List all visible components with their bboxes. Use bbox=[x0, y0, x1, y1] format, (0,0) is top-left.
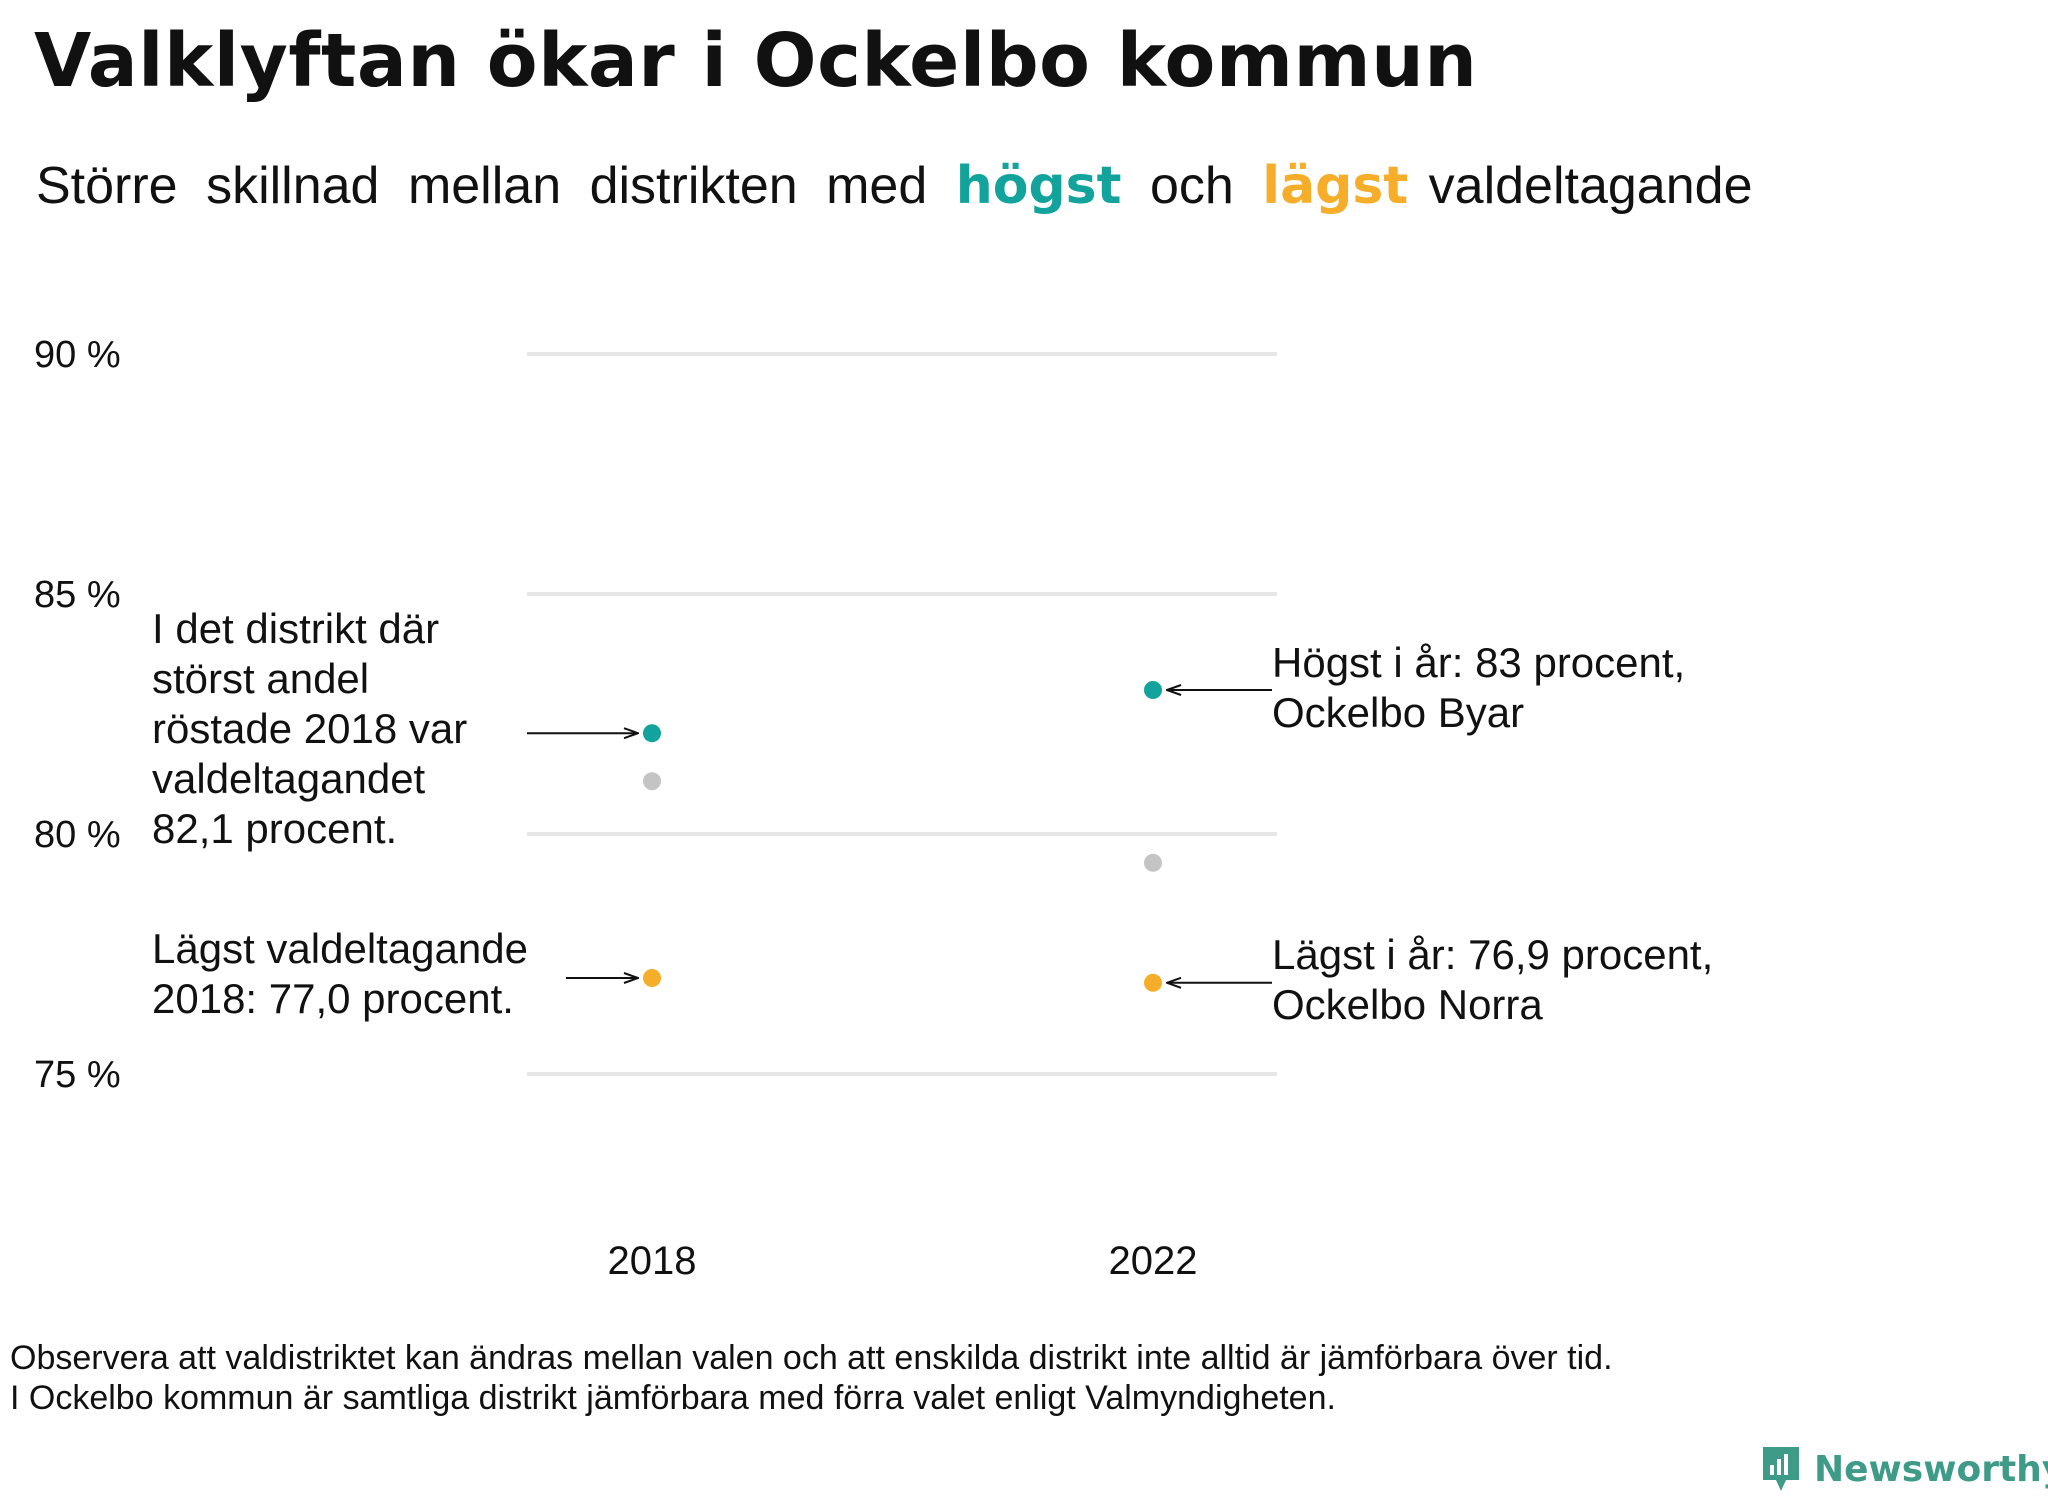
annotation-low-2018: Lägst valdeltagande 2018: 77,0 procent. bbox=[152, 924, 528, 1024]
annotation-line: Ockelbo Norra bbox=[1272, 981, 1543, 1028]
dot-chart: 90 % 85 % 80 % 75 % 2018 2022 bbox=[34, 334, 1277, 1283]
newsworthy-logo-icon bbox=[1763, 1447, 1799, 1491]
annotation-line: 2018: 77,0 procent. bbox=[152, 975, 514, 1022]
subtitle-word: Större bbox=[36, 157, 178, 215]
subtitle-word: mellan bbox=[407, 157, 562, 215]
data-point-low-2022 bbox=[1144, 973, 1162, 992]
data-point-high-2018 bbox=[643, 724, 661, 743]
annotation-line: Lägst i år: 76,9 procent, bbox=[1272, 931, 1714, 978]
data-point-low-2018 bbox=[643, 969, 661, 987]
annotation-line: Högst i år: 83 procent, bbox=[1272, 639, 1686, 686]
footnote-line: Observera att valdistriktet kan ändras m… bbox=[10, 1339, 1613, 1377]
annotation-line: I det distrikt där bbox=[152, 605, 440, 652]
chart-subtitle: Större skillnad mellan distrikten med hö… bbox=[36, 156, 1767, 216]
data-point-high-2022 bbox=[1144, 681, 1162, 699]
subtitle-word: valdeltagande bbox=[1428, 157, 1753, 215]
annotation-line: valdeltagandet bbox=[152, 755, 426, 802]
brand-name: Newsworthy bbox=[1814, 1448, 2048, 1490]
brand-logo: Newsworthy bbox=[1760, 1444, 2048, 1494]
data-point-other-2018 bbox=[643, 772, 661, 791]
annotation-high-2018: I det distrikt där störst andel röstade … bbox=[152, 604, 467, 854]
y-tick-label: 85 % bbox=[34, 574, 121, 616]
data-point-other-2022 bbox=[1144, 853, 1162, 872]
subtitle-highlight-low: lägst bbox=[1262, 156, 1409, 216]
annotation-line: Lägst valdeltagande bbox=[152, 925, 528, 972]
x-tick-label: 2018 bbox=[608, 1239, 697, 1283]
footnote: Observera att valdistriktet kan ändras m… bbox=[10, 1338, 1613, 1418]
subtitle-word: och bbox=[1149, 157, 1234, 215]
annotation-line: röstade 2018 var bbox=[152, 705, 468, 752]
footnote-line: I Ockelbo kommun är samtliga distrikt jä… bbox=[10, 1379, 1336, 1417]
annotation-line: Ockelbo Byar bbox=[1272, 689, 1525, 736]
chart-title: Valklyftan ökar i Ockelbo kommun bbox=[34, 18, 1478, 104]
y-tick-label: 90 % bbox=[34, 334, 121, 376]
x-tick-label: 2022 bbox=[1109, 1239, 1198, 1283]
subtitle-word: skillnad bbox=[206, 157, 380, 215]
annotation-line: störst andel bbox=[152, 655, 370, 702]
y-tick-label: 75 % bbox=[34, 1054, 121, 1096]
subtitle-word: distrikten bbox=[589, 157, 798, 215]
y-tick-label: 80 % bbox=[34, 814, 121, 856]
subtitle-word: med bbox=[826, 157, 928, 215]
annotation-high-2022: Högst i år: 83 procent, Ockelbo Byar bbox=[1272, 638, 1685, 738]
subtitle-highlight-high: högst bbox=[955, 156, 1122, 216]
annotation-low-2022: Lägst i år: 76,9 procent, Ockelbo Norra bbox=[1272, 930, 1713, 1030]
annotation-line: 82,1 procent. bbox=[152, 805, 398, 852]
